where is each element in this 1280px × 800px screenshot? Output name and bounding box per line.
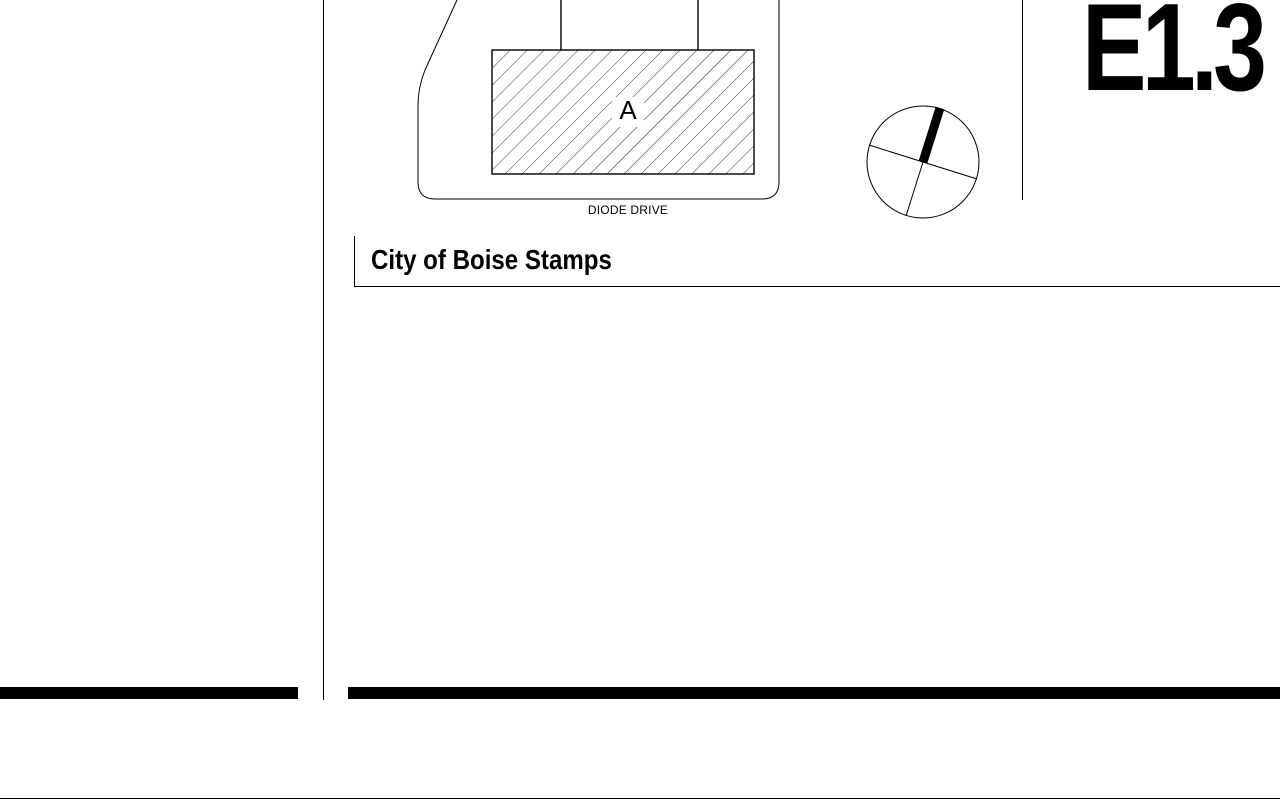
bottom-border-line	[0, 798, 1280, 799]
sheet-divider-line	[323, 0, 324, 700]
street-name-label: DIODE DRIVE	[587, 203, 669, 217]
stamps-section-title: City of Boise Stamps	[371, 244, 612, 275]
stamps-section: City of Boise Stamps	[354, 236, 1280, 287]
border-bar-right	[348, 687, 1280, 699]
building-tag-label: A	[619, 95, 637, 125]
site-boundary	[417, 0, 780, 200]
building-tag-backdrop	[612, 97, 644, 127]
sheet-number: E1.3	[1082, 0, 1267, 117]
title-block-divider-line	[1022, 0, 1023, 200]
key-plan-drawing	[417, 0, 980, 219]
border-bar-left	[0, 687, 298, 699]
north-arrow-icon	[866, 105, 980, 219]
